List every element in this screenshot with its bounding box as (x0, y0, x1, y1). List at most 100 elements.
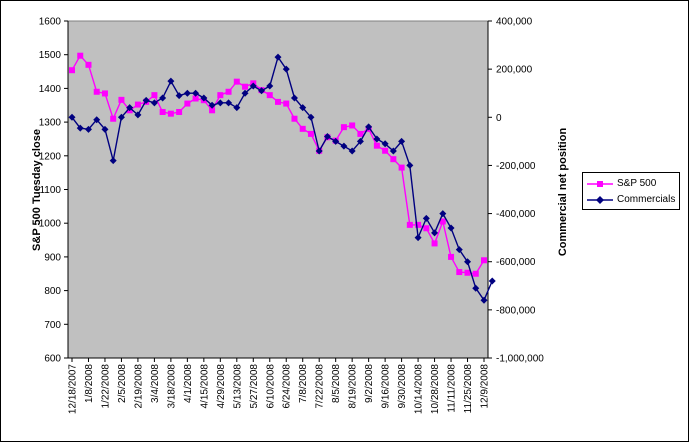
commercials-point (183, 89, 191, 97)
sp500-point (472, 270, 479, 277)
commercials-series-line (71, 55, 493, 302)
commercials-point (109, 157, 117, 165)
sp500-point (357, 130, 364, 137)
x-axis: 12/18/2007 1/8/2008 1/22/2008 2/5/2008 2/19/… (68, 357, 491, 414)
x-tick-label: 10/14/2008 (414, 364, 425, 414)
left-axis-title: S&P 500 Tuesday close (31, 129, 43, 251)
commercials-point (290, 94, 298, 102)
commercials-point (241, 89, 249, 97)
commercials-point (414, 234, 422, 242)
left-tick-label: 1600 (39, 17, 62, 28)
sp500-point (118, 96, 125, 103)
x-tick-label: 6/10/2008 (265, 364, 276, 409)
sp500-point (134, 101, 141, 108)
left-tick-label: 700 (44, 320, 61, 331)
commercials-point (323, 133, 331, 141)
sp500-point (77, 52, 84, 59)
legend-label-commercials: Commercials (617, 194, 676, 205)
sp500-point (275, 98, 281, 105)
sp500-point (184, 100, 191, 107)
left-tick-label: 900 (44, 252, 61, 263)
commercials-point (373, 135, 381, 143)
sp500-point (85, 61, 92, 68)
x-tick-label: 3/18/2008 (166, 364, 177, 409)
sp500-point (217, 92, 224, 99)
sp500-point (69, 67, 75, 74)
x-tick-label: 2/5/2008 (117, 364, 128, 403)
commercials-point (150, 99, 158, 107)
x-tick-label: 1/22/2008 (100, 364, 111, 409)
commercials-point (406, 161, 414, 169)
x-tick-label: 1/8/2008 (84, 364, 95, 403)
commercials-point (142, 96, 150, 104)
sp500-point (167, 110, 174, 117)
sp500-point (176, 108, 183, 115)
commercials-point (274, 53, 282, 61)
sp500-point (266, 92, 273, 99)
commercials-point (216, 99, 224, 107)
commercials-point (381, 140, 389, 148)
x-tick-label: 5/27/2008 (249, 364, 260, 409)
commercials-point (76, 124, 84, 132)
commercials-point (84, 125, 92, 133)
sp500-point (225, 88, 232, 95)
sp500-point (423, 225, 430, 232)
sp500-point (307, 130, 314, 137)
x-tick-label: 4/15/2008 (199, 364, 210, 409)
sp500-legend-swatch (587, 181, 613, 187)
x-tick-label: 2/19/2008 (133, 364, 144, 409)
commercials-point (332, 137, 340, 145)
commercials-point (464, 258, 472, 266)
x-tick-label: 4/1/2008 (183, 364, 194, 403)
legend: S&P 500 Commercials (582, 172, 680, 210)
sp500-point (415, 221, 422, 228)
commercials-point (117, 113, 125, 121)
x-tick-label: 11/11/2008 (447, 364, 458, 413)
commercials-point (68, 113, 76, 121)
sp500-point (242, 83, 249, 90)
x-tick-label: 12/18/2007 (68, 364, 79, 414)
commercials-point (134, 111, 142, 119)
legend-label-sp500: S&P 500 (617, 178, 657, 189)
commercials-point (101, 125, 109, 133)
commercials-point (389, 147, 397, 155)
commercials-point (167, 77, 175, 85)
sp500-point (481, 257, 487, 264)
commercials-point (233, 104, 241, 112)
commercials-point (488, 277, 496, 285)
x-tick-label: 8/19/2008 (348, 364, 359, 409)
commercials-point (480, 296, 488, 304)
sp500-point (398, 164, 405, 171)
commercials-point (208, 101, 216, 109)
left-tick-label: 1400 (39, 84, 62, 95)
x-tick-label: 12/9/2008 (480, 364, 491, 409)
x-tick-label: 5/13/2008 (232, 364, 243, 409)
commercials-point (340, 142, 348, 150)
commercials-point (398, 137, 406, 145)
sp500-point (464, 269, 471, 276)
x-tick-label: 10/28/2008 (430, 364, 441, 414)
commercials-point (266, 82, 274, 90)
commercials-point (455, 246, 463, 254)
left-tick-label: 1200 (39, 151, 62, 162)
sp500-point (209, 107, 216, 114)
commercials-point (348, 147, 356, 155)
right-tick-label: -200,000 (496, 161, 536, 172)
sp500-point (299, 125, 306, 132)
plot-area (67, 20, 489, 359)
sp500-point (382, 147, 389, 154)
legend-item-commercials: Commercials (587, 193, 679, 207)
sp500-point (373, 142, 380, 149)
sp500-point (431, 240, 438, 247)
sp500-point (233, 78, 240, 85)
commercials-point (439, 210, 447, 218)
sp500-point (283, 100, 290, 107)
right-tick-label: -600,000 (496, 257, 536, 268)
commercials-point (447, 224, 455, 232)
sp500-point (390, 156, 397, 163)
left-axis: 600 700 800 900 1000 1100 1200 1300 1400 1500 1600 (39, 17, 69, 365)
left-tick-label: 800 (44, 286, 61, 297)
commercials-point (307, 113, 315, 121)
commercials-point (200, 94, 208, 102)
